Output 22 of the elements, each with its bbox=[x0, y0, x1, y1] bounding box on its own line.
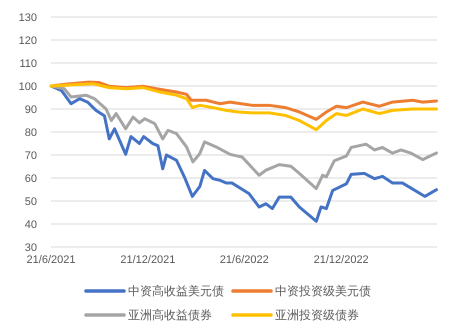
legend-label: 亚洲高收益债券 bbox=[128, 308, 212, 322]
y-tick-label: 130 bbox=[18, 12, 37, 24]
x-tick-label: 21/12/2022 bbox=[314, 254, 369, 266]
y-tick-label: 60 bbox=[24, 172, 37, 185]
legend-label: 中资高收益美元债 bbox=[128, 284, 224, 298]
line-series bbox=[50, 82, 438, 132]
y-tick-label: 50 bbox=[24, 196, 37, 208]
line-series bbox=[50, 84, 438, 223]
line-series bbox=[50, 84, 438, 190]
x-tick-label: 21/12/2021 bbox=[120, 254, 176, 266]
y-tick-label: 100 bbox=[18, 80, 37, 93]
y-tick-label: 110 bbox=[19, 58, 37, 70]
y-tick-label: 90 bbox=[24, 104, 37, 116]
x-tick-label: 21/6/2021 bbox=[26, 254, 76, 266]
legend-label: 中资投资级美元债 bbox=[275, 284, 371, 298]
y-tick-label: 40 bbox=[24, 218, 37, 231]
y-tick-label: 120 bbox=[18, 34, 37, 47]
legend-label: 亚洲投资级债券 bbox=[275, 308, 359, 322]
y-tick-label: 80 bbox=[24, 126, 37, 139]
x-tick-label: 21/6/2022 bbox=[220, 254, 269, 266]
y-tick-label: 30 bbox=[24, 242, 37, 254]
y-tick-label: 70 bbox=[24, 150, 37, 162]
